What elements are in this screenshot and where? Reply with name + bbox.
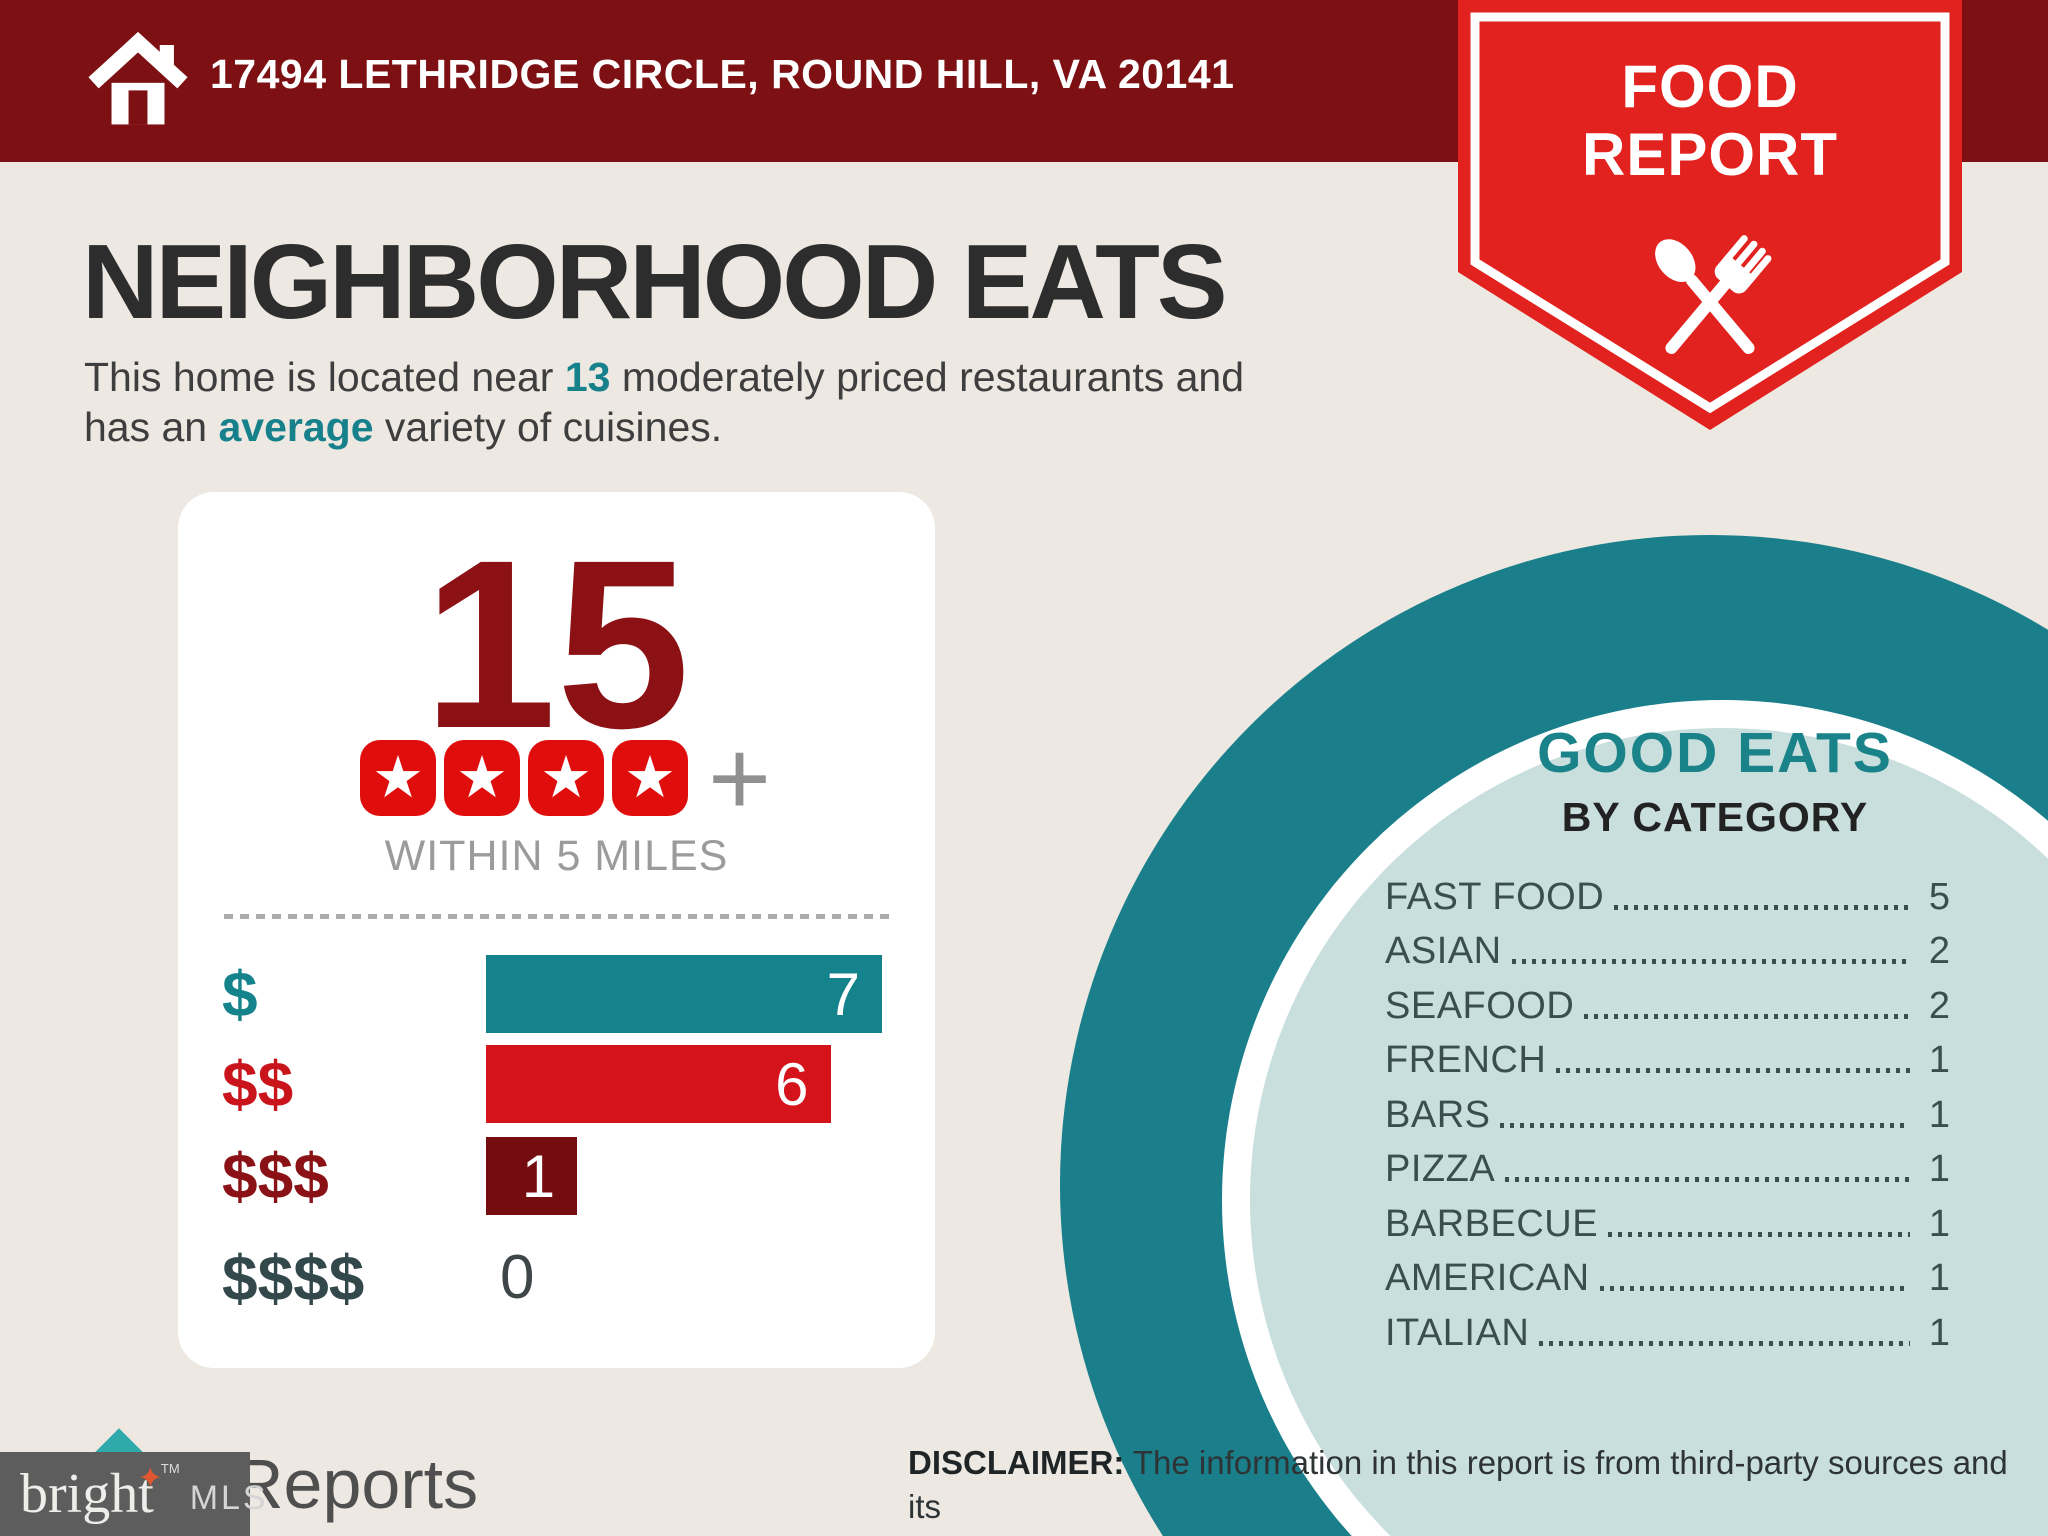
price-bar-row: $$$ 1 <box>178 1137 935 1215</box>
price-tier-label: $$ <box>222 1048 294 1120</box>
bar-value: 7 <box>826 960 860 1028</box>
disclaimer-label: DISCLAIMER: <box>908 1444 1125 1481</box>
property-address: 17494 LETHRIDGE CIRCLE, ROUND HILL, VA 2… <box>210 50 1235 97</box>
category-label: ASIAN <box>1385 930 1502 973</box>
radius-label: WITHIN 5 MILES <box>384 832 729 880</box>
spoon-fork-icon <box>1655 235 1772 354</box>
price-bar: 7 <box>486 955 882 1033</box>
dotted-leader <box>1500 1122 1910 1128</box>
mls-label: MLS <box>189 1478 269 1517</box>
category-label: AMERICAN <box>1385 1257 1590 1300</box>
disclaimer-text: DISCLAIMER: The information in this repo… <box>908 1441 2048 1536</box>
category-value: 1 <box>1928 1202 1950 1245</box>
page-title: NEIGHBORHOOD EATS <box>82 223 1228 341</box>
bright-mls-watermark: bright ✦ TM MLS <box>0 1452 266 1536</box>
category-row: SEAFOOD 2 <box>1385 973 1950 1028</box>
category-label: FAST FOOD <box>1385 875 1605 918</box>
category-row: FAST FOOD 5 <box>1385 864 1950 919</box>
price-tier-label: $$$ <box>222 1140 329 1212</box>
category-value: 2 <box>1928 930 1950 973</box>
bar-track: 7 <box>486 955 882 1033</box>
price-bar: 1 <box>486 1137 578 1215</box>
category-row: BARS 1 <box>1385 1082 1950 1137</box>
star-tiles: ★ ★ ★ ★ <box>356 740 692 816</box>
category-row: ASIAN 2 <box>1385 919 1950 974</box>
category-row: ITALIAN 1 <box>1385 1300 1950 1355</box>
bar-value-zero: 0 <box>500 1243 535 1312</box>
price-bar-row: $$$$ 0 <box>178 1239 935 1317</box>
variety-highlight: average <box>218 404 374 451</box>
food-report-ribbon: FOOD REPORT <box>1458 0 1962 436</box>
star-icon: ★ <box>359 740 436 816</box>
reports-logo-text: Reports <box>233 1445 479 1523</box>
plus-icon: + <box>707 717 772 838</box>
restaurant-count-highlight: 13 <box>564 354 611 400</box>
dashed-divider <box>224 914 889 919</box>
category-label: BARS <box>1385 1093 1491 1136</box>
intro-l2a: has an <box>84 404 219 451</box>
dotted-leader <box>1556 1068 1910 1073</box>
star-rating: ★ ★ ★ ★ + <box>178 717 935 838</box>
star-icon: ★ <box>527 740 604 816</box>
price-tier-label: $ <box>222 958 258 1030</box>
dotted-leader <box>1614 904 1910 910</box>
category-label: PIZZA <box>1385 1148 1496 1191</box>
ribbon-label-food: FOOD <box>1621 53 1799 120</box>
good-eats-title: GOOD EATS <box>1537 721 1893 785</box>
ribbon-shape <box>1458 0 1962 430</box>
category-value: 1 <box>1928 1093 1950 1136</box>
category-row: BARBECUE 1 <box>1385 1191 1950 1246</box>
good-eats-subtitle: BY CATEGORY <box>1561 794 1869 840</box>
price-tier-label: $$$$ <box>222 1242 365 1314</box>
price-bar-row: $ 7 <box>178 955 935 1033</box>
intro-l2c: variety of cuisines. <box>373 404 723 451</box>
sparkle-icon: ✦ <box>137 1461 163 1495</box>
category-value: 2 <box>1928 984 1950 1027</box>
ribbon-label-report: REPORT <box>1581 121 1839 188</box>
dotted-leader <box>1608 1231 1910 1237</box>
good-eats-heading: GOOD EATS BY CATEGORY <box>1420 720 2010 841</box>
star-icon: ★ <box>611 740 688 816</box>
category-label: BARBECUE <box>1385 1202 1599 1245</box>
dotted-leader <box>1584 1013 1910 1019</box>
dotted-leader <box>1599 1286 1910 1291</box>
intro-l1c: moderately priced restaurants and <box>610 354 1245 400</box>
category-label: ITALIAN <box>1385 1311 1530 1354</box>
star-icon: ★ <box>443 740 520 816</box>
restaurant-total-count: 15 <box>423 510 690 778</box>
home-icon <box>88 31 188 125</box>
category-row: PIZZA 1 <box>1385 1137 1950 1192</box>
category-label: FRENCH <box>1385 1039 1547 1082</box>
category-list: FAST FOOD 5 ASIAN 2 SEAFOOD 2 FRENCH 1 B… <box>1385 864 1950 1355</box>
disclaimer-line2: accuracy cannot be guaranteed. <box>908 1531 1380 1536</box>
category-label: SEAFOOD <box>1385 984 1575 1027</box>
price-bar-row: $$ 6 <box>178 1045 935 1123</box>
intro-l1a: This home is located near <box>84 354 565 400</box>
dotted-leader <box>1539 1340 1910 1346</box>
summary-card: 15 ★ ★ ★ ★ + WITHIN 5 MILES $ 7 $$ 6 $$$ 1 … <box>178 492 935 1368</box>
category-value: 1 <box>1928 1311 1950 1354</box>
bar-track: 1 <box>486 1137 882 1215</box>
category-row: AMERICAN 1 <box>1385 1246 1950 1301</box>
dotted-leader <box>1511 959 1910 964</box>
category-value: 1 <box>1928 1148 1950 1191</box>
disclaimer-line1: The information in this report is from t… <box>908 1444 2008 1525</box>
price-bar: 6 <box>486 1045 831 1123</box>
bar-value: 1 <box>521 1142 556 1210</box>
bar-value: 6 <box>775 1050 809 1118</box>
dotted-leader <box>1505 1177 1910 1182</box>
category-value: 5 <box>1928 875 1950 918</box>
category-value: 1 <box>1928 1257 1950 1300</box>
category-row: FRENCH 1 <box>1385 1028 1950 1083</box>
intro-text: This home is located near 13 moderately … <box>84 352 1244 452</box>
bright-mls-wordmark: bright <box>20 1463 154 1525</box>
trademark-symbol: TM <box>160 1460 180 1476</box>
category-value: 1 <box>1928 1039 1950 1082</box>
bar-track: 6 <box>486 1045 882 1123</box>
